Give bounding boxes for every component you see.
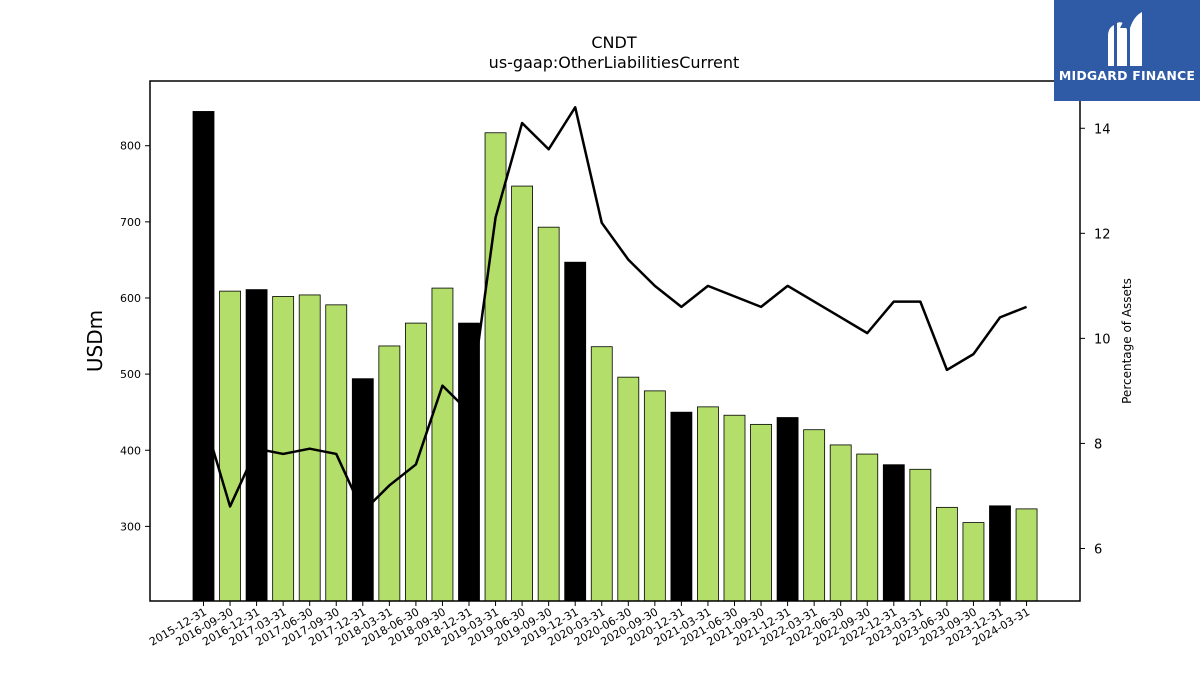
midgard-logo-icon	[1108, 12, 1142, 66]
bar-2019-09-30	[537, 226, 560, 602]
bar-2020-03-31	[590, 346, 613, 602]
y-axis-label: USDm	[83, 310, 107, 372]
y-tick-label: 800	[120, 140, 141, 153]
bar-2023-06-30	[936, 506, 958, 602]
bar-2020-06-30	[617, 376, 640, 602]
bar-2020-12-31	[670, 411, 693, 602]
bar-2019-12-31	[564, 261, 587, 602]
y-tick-label: 700	[120, 216, 141, 229]
bar-2021-12-31	[776, 417, 799, 602]
bar-2019-06-30	[511, 185, 534, 602]
y2-tick-label: 12	[1094, 227, 1111, 242]
y-tick-label: 500	[120, 368, 141, 381]
y2-axis: 6 8 10 12 14	[1080, 122, 1111, 557]
percentage-line	[202, 106, 1028, 513]
bar-2022-12-31	[882, 464, 905, 602]
bar-2017-12-31	[351, 378, 374, 602]
bar-2021-09-30	[750, 423, 772, 602]
bar-2023-12-31	[989, 505, 1011, 602]
chart-subtitle: us-gaap:OtherLiabilitiesCurrent	[489, 53, 740, 72]
bar-2018-09-30	[431, 287, 454, 602]
y2-tick-label: 8	[1094, 437, 1102, 452]
bar-2020-09-30	[643, 390, 666, 602]
bar-2022-09-30	[856, 453, 879, 602]
bar-2022-06-30	[829, 444, 852, 602]
x-axis: 2015-12-312016-09-302016-12-312017-03-31…	[147, 601, 1032, 649]
bar-2021-06-30	[723, 414, 746, 602]
bar-2021-03-31	[697, 406, 719, 602]
brand-name: MIDGARD FINANCE	[1058, 68, 1196, 83]
y2-axis-label: Percentage of Assets	[1120, 278, 1134, 404]
y2-tick-label: 14	[1094, 122, 1111, 137]
y2-tick-label: 10	[1094, 332, 1111, 347]
bar-2015-12-31	[192, 111, 215, 602]
bar-2017-03-31	[272, 296, 295, 602]
plot-frame	[149, 80, 1081, 602]
chart-title: CNDT	[591, 33, 636, 52]
brand-logo: MIDGARD FINANCE	[1054, 0, 1200, 101]
line-layer	[202, 106, 1028, 513]
bar-2016-12-31	[245, 289, 268, 602]
bar-2024-03-31	[1015, 508, 1038, 602]
y-axis: 300 400 500 600 700 800	[120, 140, 150, 533]
bars-layer	[192, 111, 1038, 602]
bar-2023-09-30	[962, 522, 985, 602]
bar-2022-03-31	[803, 429, 826, 602]
bar-2023-03-31	[909, 468, 932, 602]
y-tick-label: 300	[120, 520, 141, 533]
y2-tick-label: 6	[1094, 542, 1102, 557]
bar-2018-03-31	[378, 345, 401, 602]
y-tick-label: 400	[120, 444, 141, 457]
bar-2016-09-30	[219, 290, 241, 602]
y-tick-label: 600	[120, 292, 141, 305]
bar-2019-03-31	[484, 132, 507, 602]
